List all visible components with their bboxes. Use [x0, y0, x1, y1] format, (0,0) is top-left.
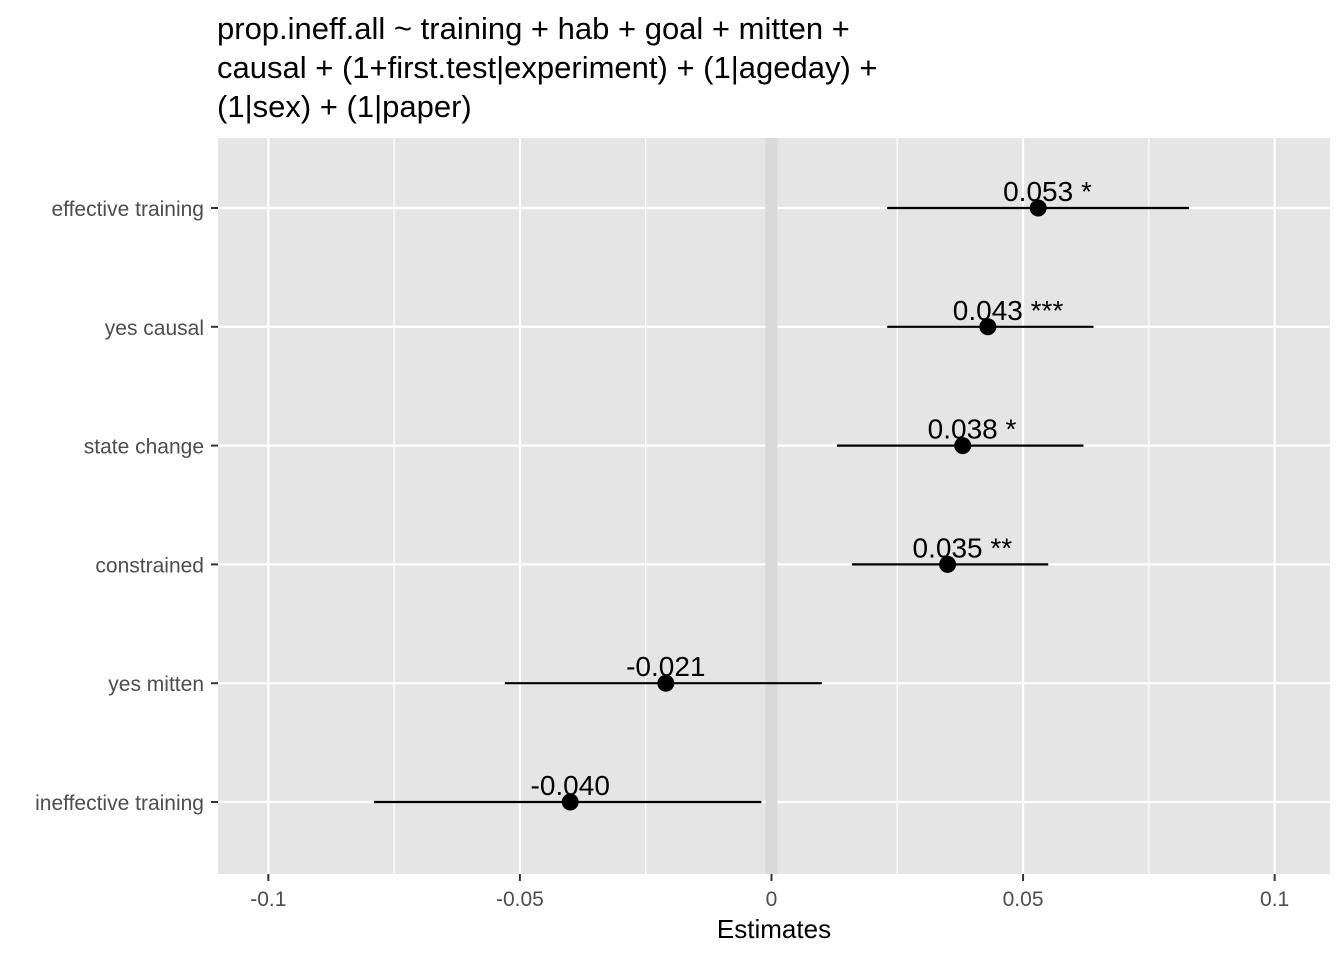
y-tick-label-5: yes mitten	[108, 673, 204, 696]
title-line-1: prop.ineff.all ~ training + hab + goal +…	[217, 11, 850, 46]
estimate-label-1: 0.053 *	[1003, 176, 1092, 207]
zero-reference-line	[765, 138, 778, 874]
y-tick-label-6: ineffective training	[35, 792, 204, 815]
minor-gridlines	[393, 138, 1150, 874]
estimate-label-5: -0.021	[626, 651, 705, 682]
estimate-marks: 0.053 * 0.043 *** 0.038 * 0.035 ** -0.021 -0.…	[373, 176, 1190, 811]
x-tick-label-2: -0.05	[496, 888, 544, 911]
x-tick-label-5: 0.1	[1260, 888, 1289, 911]
estimate-label-4: 0.035 **	[913, 532, 1013, 563]
y-axis: effective training yes causal state change…	[35, 198, 218, 815]
estimate-label-6: -0.040	[531, 770, 610, 801]
title-line-3: (1|sex) + (1|paper)	[217, 89, 472, 124]
y-tick-label-2: yes causal	[105, 317, 204, 340]
y-tick-label-1: effective training	[51, 198, 204, 221]
x-tick-label-4: 0.05	[1003, 888, 1044, 911]
estimate-point-1	[1029, 199, 1047, 217]
y-tick-label-3: state change	[84, 436, 204, 459]
estimate-label-3: 0.038 *	[928, 414, 1017, 445]
estimate-label-2: 0.043 ***	[953, 295, 1064, 326]
x-axis: -0.1 -0.05 0 0.05 0.1	[250, 874, 1289, 911]
title-line-2: causal + (1+first.test|experiment) + (1|…	[217, 50, 878, 85]
estimate-point-4	[939, 555, 957, 573]
estimate-point-3	[954, 437, 972, 455]
estimate-point-6	[561, 793, 579, 811]
x-axis-label: Estimates	[717, 914, 831, 944]
chart-title: prop.ineff.all ~ training + hab + goal +…	[217, 11, 878, 124]
x-tick-label-1: -0.1	[250, 888, 286, 911]
estimate-point-2	[979, 318, 997, 336]
x-tick-label-3: 0	[766, 888, 778, 911]
estimate-point-5	[657, 674, 675, 692]
y-tick-label-4: constrained	[95, 554, 204, 577]
